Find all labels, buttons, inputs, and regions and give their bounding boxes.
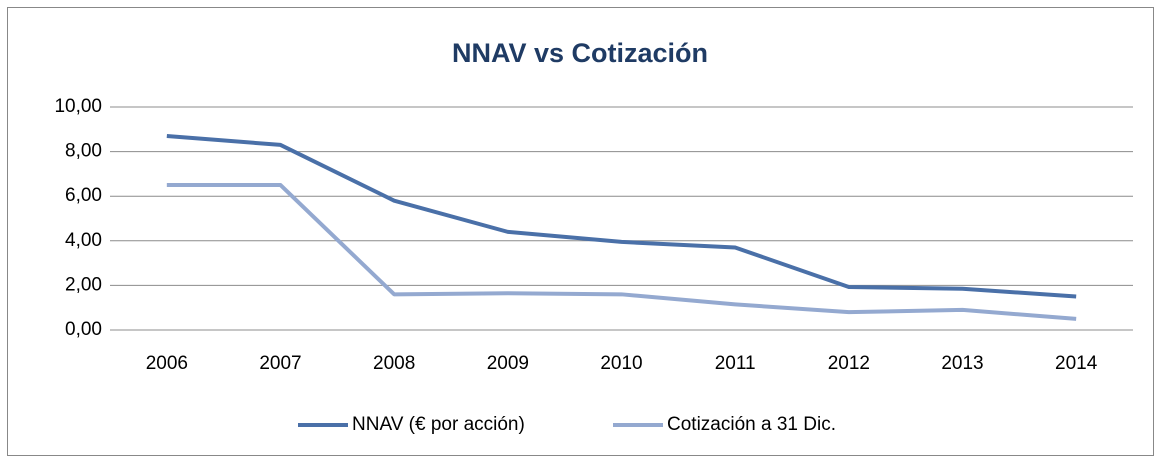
x-tick-label: 2013 — [941, 353, 983, 374]
chart-title: NNAV vs Cotización — [452, 38, 708, 68]
x-tick-label: 2007 — [259, 353, 301, 374]
legend-label: NNAV (€ por acción) — [352, 414, 525, 435]
y-tick-label: 2,00 — [65, 274, 102, 295]
x-tick-label: 2011 — [715, 353, 756, 374]
y-tick-label: 0,00 — [65, 319, 102, 340]
y-tick-label: 10,00 — [54, 96, 102, 117]
x-tick-label: 2006 — [146, 353, 188, 374]
x-tick-label: 2010 — [600, 353, 642, 374]
x-tick-label: 2014 — [1055, 353, 1098, 374]
x-tick-label: 2009 — [487, 353, 529, 374]
x-tick-label: 2008 — [373, 353, 415, 374]
y-tick-label: 6,00 — [65, 185, 102, 206]
legend-label: Cotización a 31 Dic. — [667, 414, 836, 435]
y-tick-label: 8,00 — [65, 141, 102, 162]
series-line — [166, 133, 1077, 299]
chart-border — [7, 7, 1154, 456]
series-line — [166, 183, 1077, 321]
y-tick-label: 4,00 — [65, 230, 102, 251]
x-tick-label: 2012 — [828, 353, 870, 374]
